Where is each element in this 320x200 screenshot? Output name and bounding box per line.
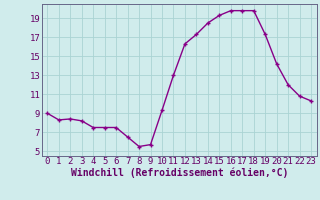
X-axis label: Windchill (Refroidissement éolien,°C): Windchill (Refroidissement éolien,°C) <box>70 168 288 178</box>
